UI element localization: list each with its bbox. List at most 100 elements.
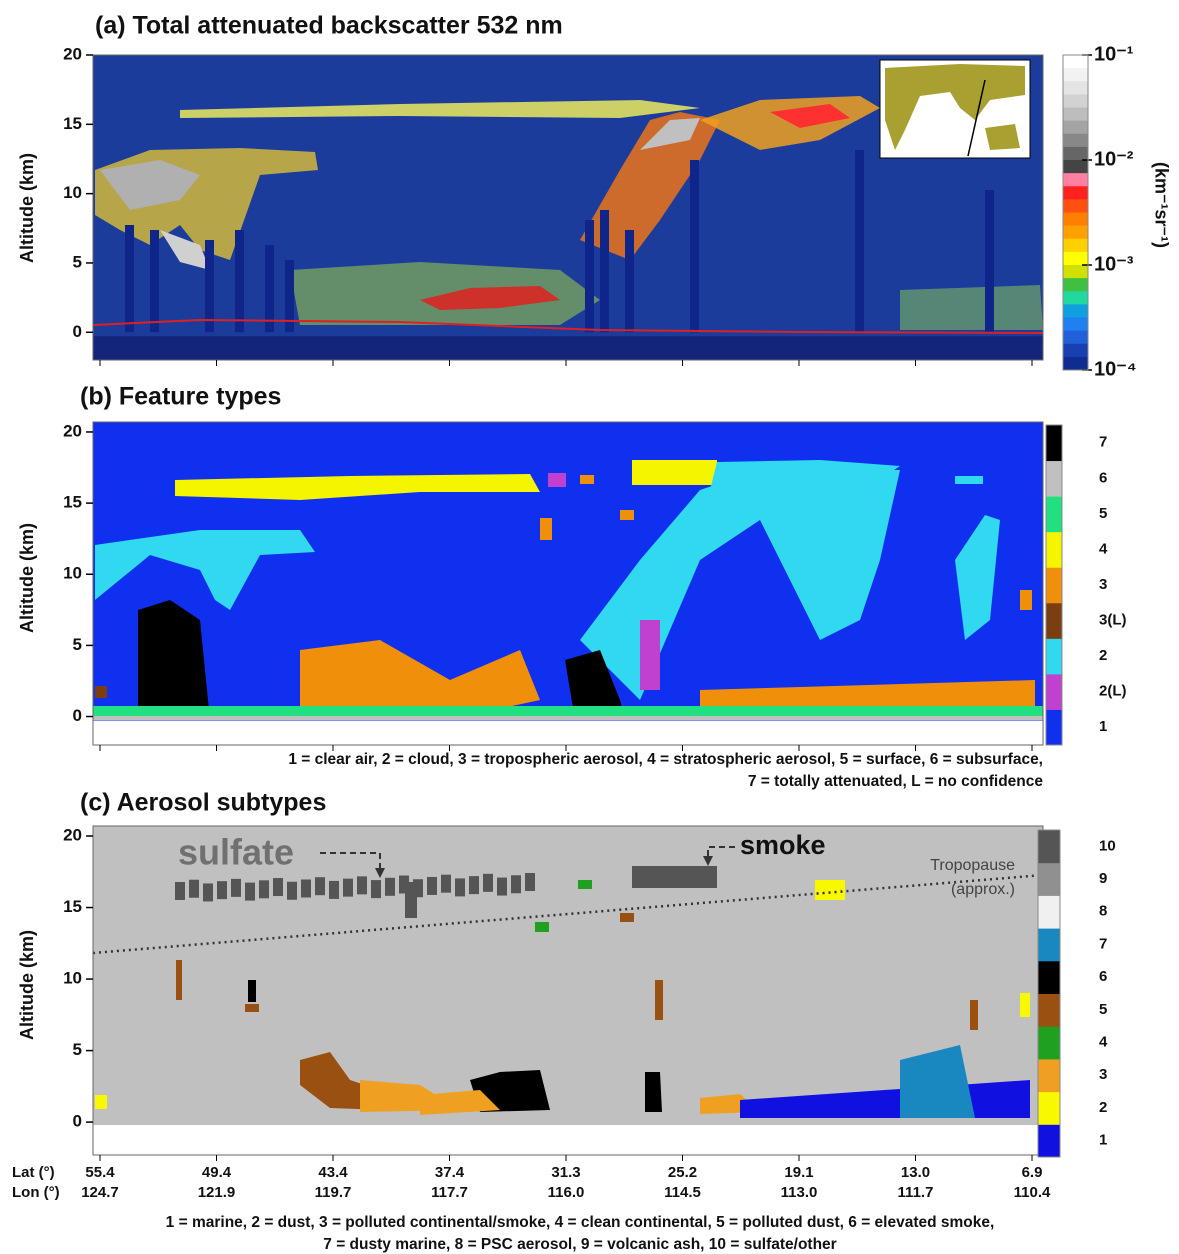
plot-area [93,826,1043,1155]
y-tick-label: 5 [73,252,82,271]
annotation: sulfate [178,832,294,873]
feature-region [970,1000,978,1030]
colorbar-swatch [1038,862,1060,896]
colorbar-swatch [1038,960,1060,994]
feature-region [259,880,269,899]
feature-region [600,210,609,333]
colorbar-swatch [1038,1026,1060,1060]
colorbar-swatch [1063,225,1088,240]
colorbar-swatch [1063,160,1088,174]
colorbar-tick-label: 10⁻¹ [1094,43,1134,65]
feature-region [285,260,294,333]
feature-region [95,1095,107,1109]
colorbar-swatch [1046,531,1062,568]
y-tick-label: 5 [73,1040,82,1059]
colorbar-swatch [1063,238,1088,253]
x-tick-label: 25.2 [668,1164,697,1181]
panel-title: (c) Aerosol subtypes [80,789,326,817]
feature-region [371,880,381,899]
plot-area [93,422,1043,745]
colorbar-swatch [1038,895,1060,929]
colorbar-swatch [1038,928,1060,962]
x-row-label: Lat (°) [12,1164,55,1181]
feature-region [900,285,1043,330]
colorbar-swatch [1038,993,1060,1027]
feature-region [248,980,256,1002]
colorbar-swatch [1063,278,1088,292]
feature-region [231,878,241,897]
feature-region [645,1072,662,1112]
colorbar-label: 1 [1099,1132,1107,1149]
feature-region [815,880,845,900]
y-tick-label: 0 [73,1112,82,1131]
arrow [707,846,735,858]
colorbar-label: 3 [1099,576,1107,593]
feature-region [455,878,465,897]
feature-region [235,230,244,333]
feature-region [420,1090,500,1115]
annotation: smoke [740,830,826,860]
colorbar-swatch [1063,251,1088,266]
feature-region [300,640,540,715]
feature-region [405,882,417,918]
feature-region [329,880,339,899]
y-tick-label: 15 [63,493,82,512]
colorbar-label: 10 [1099,837,1116,854]
colorbar-swatch [1063,356,1088,371]
x-tick-label: 114.5 [664,1184,701,1201]
feature-region [138,600,210,720]
feature-region [290,262,600,325]
colorbar-swatch [1046,567,1062,604]
y-axis-label: Altitude (km) [17,930,37,1040]
colorbar-label: 5 [1099,1001,1107,1018]
colorbar-label: (km⁻¹sr⁻¹) [1151,162,1171,248]
feature-region [483,873,493,892]
feature-region [441,874,451,893]
arrow-head [375,868,385,878]
feature-region [632,866,717,888]
x-tick-label: 119.7 [315,1184,352,1201]
colorbar-label: 4 [1099,540,1108,557]
colorbar-swatch [1046,602,1062,639]
feature-region [525,873,535,891]
feature-region [217,881,227,900]
colorbar-label: 6 [1099,469,1107,486]
surface-line [93,318,1043,334]
x-tick-label: 113.0 [781,1184,818,1201]
feature-region [640,118,700,150]
x-tick-label: 49.4 [202,1164,232,1181]
legend-note: 1 = marine, 2 = dust, 3 = polluted conti… [166,1214,995,1231]
colorbar-label: 9 [1099,870,1107,887]
colorbar-label: 7 [1099,935,1107,952]
colorbar-swatch [1063,68,1088,82]
y-axis-label: Altitude (km) [17,153,37,263]
colorbar-label: 2 [1099,1099,1107,1116]
x-tick-label: 37.4 [435,1164,465,1181]
colorbar-frame [1062,54,1089,371]
feature-region [655,980,663,1020]
feature-region [1020,590,1032,610]
colorbar-swatch [1038,1124,1060,1158]
feature-region [175,474,540,500]
feature-region [189,879,199,898]
x-row-label: Lon (°) [12,1184,60,1201]
y-tick-label: 10 [63,969,82,988]
colorbar-label: 2 [1099,647,1107,664]
feature-region [95,530,315,610]
y-tick-label: 5 [73,635,82,654]
y-tick-label: 15 [63,114,82,133]
x-tick-label: 116.0 [548,1184,585,1201]
colorbar-label: 5 [1099,505,1107,522]
panel-title: (b) Feature types [80,383,281,411]
colorbar-swatch [1063,330,1088,345]
feature-region [855,150,864,333]
feature-region [632,460,717,485]
feature-region [175,882,185,900]
feature-region [176,960,182,1000]
colorbar-swatch [1063,343,1088,358]
feature-region [1020,993,1030,1017]
legend-note: 7 = dusty marine, 8 = PSC aerosol, 9 = v… [323,1236,836,1253]
colorbar-frame [1037,829,1061,1158]
y-tick-label: 0 [73,706,82,725]
colorbar-label: 3 [1099,1066,1107,1083]
